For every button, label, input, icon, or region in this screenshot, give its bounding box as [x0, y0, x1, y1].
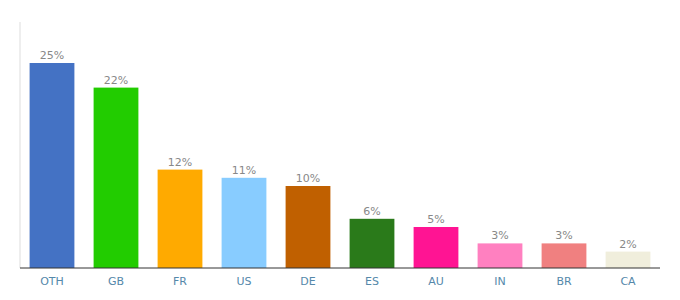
x-tick-labels: OTH GB FR US DE ES AU IN BR CA: [40, 275, 636, 288]
data-label: 10%: [296, 172, 320, 185]
data-label: 5%: [427, 213, 444, 226]
bar: [30, 63, 75, 268]
x-tick-label: DE: [300, 275, 315, 288]
data-label: 6%: [363, 205, 380, 218]
y-axis-line: [20, 22, 21, 268]
chart: 25% 22% 12% 11% 10% 6% 5% 3% 3% 2% OTH GB FR US DE ES AU…: [0, 0, 680, 300]
data-label: 25%: [40, 49, 64, 62]
bar: [414, 227, 459, 268]
bars: [30, 63, 651, 268]
data-label: 2%: [619, 238, 636, 251]
bar: [286, 186, 331, 268]
bar: [222, 178, 267, 268]
x-tick-label: OTH: [40, 275, 64, 288]
bar: [158, 170, 203, 268]
x-tick-label: IN: [494, 275, 505, 288]
data-label: 3%: [491, 229, 508, 242]
bar: [478, 243, 523, 268]
bar: [606, 252, 651, 268]
x-tick-label: BR: [556, 275, 572, 288]
data-label: 3%: [555, 229, 572, 242]
data-label: 11%: [232, 164, 256, 177]
data-labels: 25% 22% 12% 11% 10% 6% 5% 3% 3% 2%: [40, 49, 637, 251]
bar: [350, 219, 395, 268]
x-tick-label: US: [236, 275, 251, 288]
x-tick-label: AU: [428, 275, 444, 288]
bar: [94, 88, 139, 268]
x-tick-label: CA: [620, 275, 636, 288]
x-tick-label: GB: [108, 275, 124, 288]
data-label: 22%: [104, 74, 128, 87]
bar: [542, 243, 587, 268]
x-tick-label: FR: [173, 275, 187, 288]
x-tick-label: ES: [365, 275, 379, 288]
chart-container: 25% 22% 12% 11% 10% 6% 5% 3% 3% 2% OTH GB FR US DE ES AU…: [0, 0, 680, 300]
x-axis-line: [20, 268, 660, 269]
data-label: 12%: [168, 156, 192, 169]
page: {"chart_data": {"type": "bar", "categori…: [0, 0, 680, 300]
